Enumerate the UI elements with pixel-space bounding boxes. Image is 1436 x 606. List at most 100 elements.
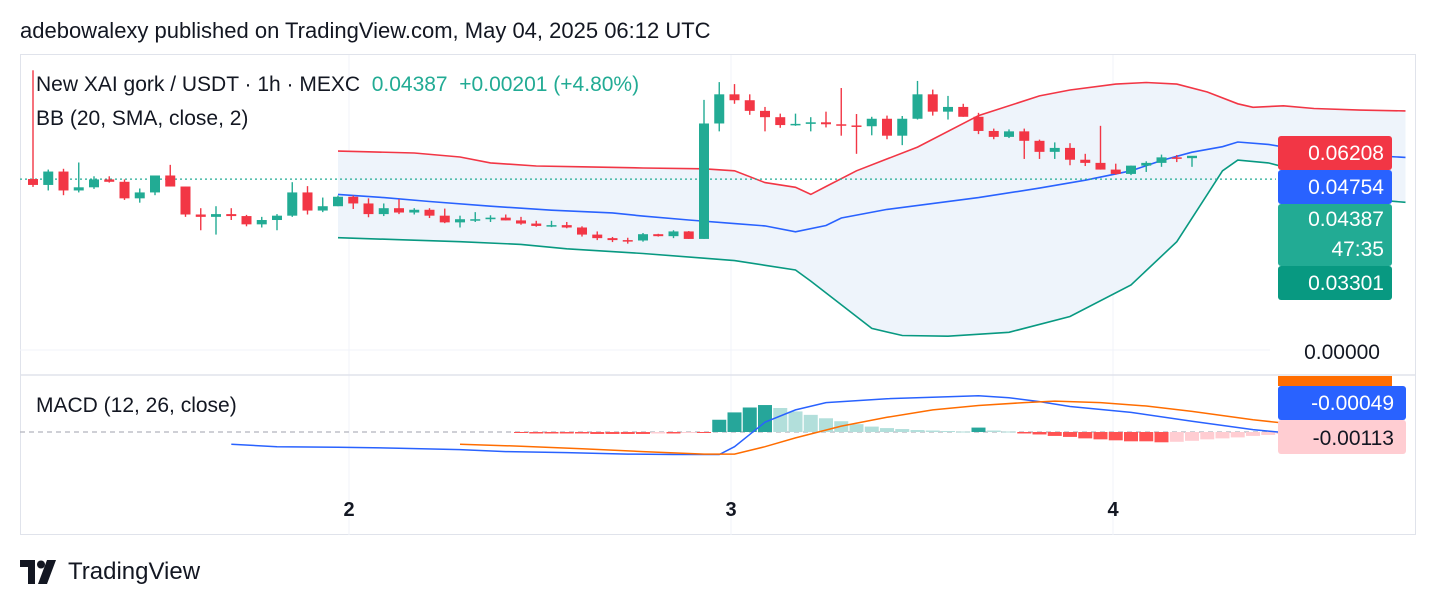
- candle-body: [622, 240, 633, 242]
- candle-body: [1187, 155, 1197, 159]
- last-price-label: 0.04387: [1308, 208, 1384, 231]
- candle: [638, 233, 648, 242]
- candle-body: [912, 94, 923, 119]
- candle: [1004, 129, 1014, 139]
- histogram-bar: [712, 419, 727, 432]
- histogram-bar: [1108, 432, 1123, 441]
- candle-body: [89, 179, 99, 188]
- candle-body: [988, 130, 999, 137]
- x-axis-tick-label: 3: [725, 499, 736, 521]
- candle: [699, 99, 709, 239]
- candle-body: [455, 219, 465, 223]
- candle-body: [241, 216, 252, 225]
- histogram-bar: [803, 414, 818, 432]
- histogram-bar: [742, 407, 757, 432]
- candle: [348, 195, 359, 209]
- candle-body: [394, 208, 404, 213]
- histogram-bar: [605, 432, 620, 434]
- bb-upper-line: [337, 81, 1406, 196]
- candle: [866, 116, 877, 136]
- macd-indicator-label[interactable]: MACD (12, 26, close): [36, 394, 237, 417]
- candle: [317, 197, 328, 213]
- candle: [1126, 165, 1136, 176]
- candle-body: [165, 175, 176, 187]
- histogram-bar: [651, 432, 666, 434]
- histogram-bar: [1230, 432, 1245, 438]
- zero-price-label: 0.00000: [1304, 341, 1380, 364]
- macd-scale-label: -0.00049: [1311, 392, 1394, 415]
- macd-scale-label-bg: [1278, 386, 1406, 420]
- signal-line: [459, 400, 1299, 455]
- candle-body: [500, 217, 511, 221]
- candle-body: [363, 203, 374, 215]
- candle: [378, 203, 389, 217]
- candle: [424, 208, 435, 219]
- bb-basis-price-label: 0.04754: [1308, 176, 1384, 199]
- candle: [1034, 139, 1045, 159]
- histogram-bar: [956, 431, 971, 433]
- histogram-bar: [575, 432, 589, 434]
- candle-body: [561, 225, 572, 228]
- bb-upper-price-label: 0.06208: [1308, 142, 1384, 165]
- candle: [1156, 154, 1167, 167]
- chart-frame: [20, 54, 1416, 535]
- histogram-bar: [559, 432, 574, 434]
- histogram-bar: [1200, 432, 1215, 440]
- candle-body: [592, 234, 603, 239]
- macd-line: [231, 394, 1299, 456]
- candle-body: [1095, 162, 1106, 170]
- candle: [241, 214, 252, 227]
- histogram-bar: [941, 431, 955, 433]
- candle: [546, 220, 557, 228]
- candle: [195, 208, 206, 231]
- candle: [165, 164, 176, 187]
- histogram-bar: [544, 432, 559, 434]
- histogram-bar: [1261, 432, 1276, 435]
- candle-body: [317, 206, 328, 211]
- candle-body: [28, 179, 38, 185]
- price-change: +0.00201 (+4.80%): [459, 73, 640, 96]
- tradingview-logo[interactable]: TradingView: [20, 558, 200, 586]
- candle: [805, 117, 816, 132]
- histogram-bar: [880, 428, 894, 432]
- histogram-bar: [681, 432, 696, 433]
- candle-body: [211, 214, 221, 217]
- candle-body: [821, 122, 831, 125]
- candle-body: [1171, 157, 1182, 159]
- countdown-label: 47:35: [1331, 238, 1384, 261]
- candle-body: [653, 234, 664, 237]
- candle-body: [531, 223, 542, 226]
- candle-body: [638, 234, 648, 241]
- bb-lower-price-label-bg: [1278, 266, 1392, 300]
- candle-body: [348, 196, 359, 204]
- symbol-name[interactable]: New XAI gork / USDT · 1h · MEXC: [36, 73, 361, 96]
- candle: [134, 188, 145, 203]
- candle: [927, 89, 938, 116]
- candle-body: [699, 123, 709, 239]
- histogram-bar: [895, 429, 910, 432]
- histogram-bar: [788, 411, 803, 432]
- histogram-scale-label-bg: [1278, 420, 1406, 454]
- candle: [607, 236, 618, 243]
- candle: [897, 115, 908, 146]
- candle-body: [302, 192, 313, 211]
- candle-body: [1110, 169, 1121, 174]
- candle: [409, 208, 420, 215]
- candle: [1141, 161, 1152, 172]
- candle: [439, 208, 450, 224]
- candle: [836, 88, 847, 136]
- candle: [1019, 128, 1030, 159]
- candle-body: [1004, 131, 1014, 137]
- candle: [1049, 142, 1060, 159]
- candle: [744, 94, 755, 115]
- bb-indicator-label[interactable]: BB (20, SMA, close, 2): [36, 107, 249, 130]
- histogram-bar: [773, 407, 788, 432]
- histogram-bar: [1185, 432, 1199, 441]
- candle: [1187, 155, 1197, 167]
- histogram-bar: [666, 432, 681, 434]
- candle: [790, 113, 801, 126]
- histogram-bar: [1139, 432, 1154, 442]
- histogram-bar: [849, 424, 864, 432]
- candle-body: [836, 124, 847, 126]
